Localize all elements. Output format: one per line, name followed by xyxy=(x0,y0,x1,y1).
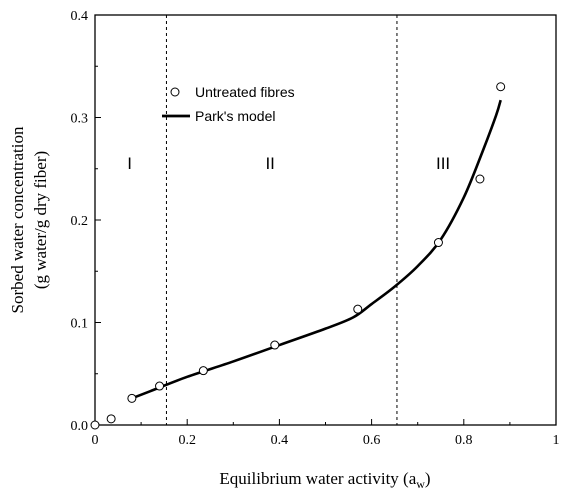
region-labels: I II III xyxy=(127,154,450,173)
y-axis-title-line2: (g water/g dry fiber) xyxy=(31,151,50,289)
y-axis-title-line1: Sorbed water concentration xyxy=(8,126,27,313)
region-label: I xyxy=(127,154,132,173)
plot-frame xyxy=(94,14,557,426)
data-point-untreated xyxy=(155,381,165,391)
legend-label-model: Park's model xyxy=(195,108,275,124)
data-point-untreated xyxy=(106,414,116,424)
data-point-untreated xyxy=(475,174,485,184)
x-axis-title: Equilibrium water activity (aw) xyxy=(219,469,430,491)
region-label: III xyxy=(436,154,450,173)
legend: Untreated fibres Park's model xyxy=(162,84,295,124)
x-axis-ticks: 0 0.2 0.4 0.6 0.8 1 xyxy=(92,419,560,448)
parks-model-curve xyxy=(131,99,502,400)
data-point-untreated xyxy=(353,304,363,314)
y-tick-label: 0.3 xyxy=(71,112,89,127)
data-point-layer xyxy=(90,82,506,430)
data-point-untreated xyxy=(198,366,208,376)
x-tick-label: 0.2 xyxy=(178,433,196,448)
y-axis-ticks: 0.0 0.1 0.2 0.3 0.4 xyxy=(71,9,101,434)
model-curve-layer xyxy=(131,99,502,400)
data-point-untreated xyxy=(127,393,137,403)
x-tick-label: 0.6 xyxy=(363,433,381,448)
y-tick-label: 0.2 xyxy=(71,214,89,229)
y-tick-label: 0.0 xyxy=(71,419,89,434)
data-point-untreated xyxy=(90,420,100,430)
data-point-untreated xyxy=(433,238,443,248)
x-tick-label: 1 xyxy=(553,433,560,448)
x-axis-title-subscript: w xyxy=(416,477,425,491)
data-point-untreated xyxy=(496,82,506,92)
legend-label-untreated: Untreated fibres xyxy=(195,84,295,100)
x-tick-label: 0 xyxy=(92,433,99,448)
y-tick-label: 0.4 xyxy=(71,9,89,24)
data-point-untreated xyxy=(270,340,280,350)
y-tick-label: 0.1 xyxy=(71,317,89,332)
x-tick-label: 0.8 xyxy=(455,433,473,448)
region-label: II xyxy=(265,154,274,173)
region-divider-lines xyxy=(165,15,398,425)
x-tick-label: 0.4 xyxy=(271,433,289,448)
legend-marker-untreated xyxy=(170,87,180,97)
